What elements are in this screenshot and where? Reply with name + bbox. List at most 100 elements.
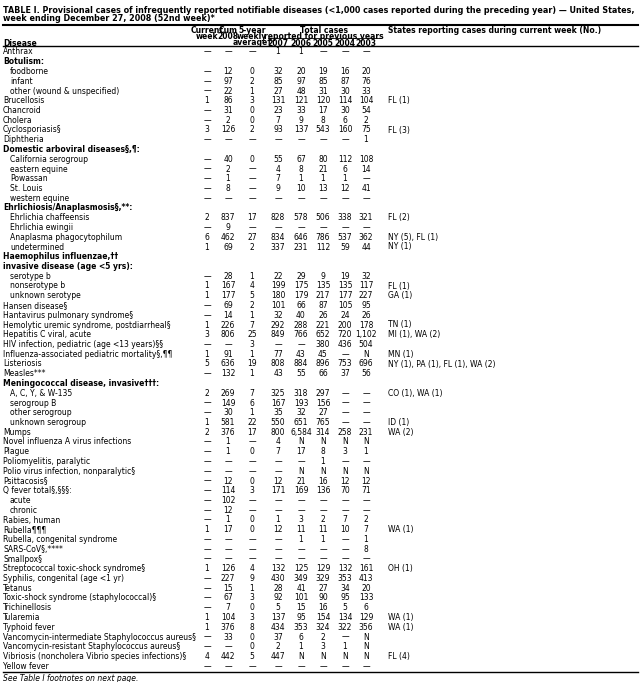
Text: 5: 5 — [249, 652, 254, 661]
Text: N: N — [363, 652, 369, 661]
Text: —: — — [248, 466, 256, 476]
Text: Botulism:: Botulism: — [3, 57, 44, 66]
Text: 1: 1 — [343, 642, 347, 651]
Text: 2008: 2008 — [217, 32, 238, 41]
Text: 12: 12 — [340, 184, 350, 193]
Text: 19: 19 — [340, 271, 350, 281]
Text: 6: 6 — [342, 164, 347, 173]
Text: 2: 2 — [226, 164, 230, 173]
Text: —: — — [224, 135, 232, 145]
Text: 76: 76 — [361, 77, 371, 86]
Text: other serogroup: other serogroup — [10, 409, 72, 417]
Text: —: — — [274, 554, 282, 563]
Text: 297: 297 — [316, 389, 330, 398]
Text: chronic: chronic — [10, 506, 38, 515]
Text: —: — — [203, 506, 211, 515]
Text: 828: 828 — [271, 213, 285, 222]
Text: 199: 199 — [271, 282, 285, 291]
Text: N: N — [342, 437, 348, 447]
Text: 71: 71 — [361, 486, 370, 495]
Text: 837: 837 — [221, 213, 235, 222]
Text: —: — — [341, 48, 349, 57]
Text: acute: acute — [10, 496, 31, 505]
Text: —: — — [248, 554, 256, 563]
Text: WA (1): WA (1) — [388, 525, 413, 534]
Text: 1: 1 — [226, 447, 230, 456]
Text: 34: 34 — [340, 584, 350, 593]
Text: —: — — [248, 506, 256, 515]
Text: —: — — [224, 545, 232, 554]
Text: 33: 33 — [223, 632, 233, 642]
Text: 43: 43 — [273, 369, 283, 379]
Text: —: — — [203, 194, 211, 203]
Text: —: — — [297, 506, 305, 515]
Text: 3: 3 — [342, 447, 347, 456]
Text: Toxic-shock syndrome (staphylococcal)§: Toxic-shock syndrome (staphylococcal)§ — [3, 593, 156, 602]
Text: —: — — [362, 194, 370, 203]
Text: 40: 40 — [296, 311, 306, 320]
Text: 646: 646 — [294, 233, 308, 241]
Text: 349: 349 — [294, 574, 308, 583]
Text: 1: 1 — [249, 271, 254, 281]
Text: —: — — [203, 447, 211, 456]
Text: Anaplasma phagocytophilum: Anaplasma phagocytophilum — [10, 233, 122, 241]
Text: Ehrlichiosis/Anaplasmosis§,**:: Ehrlichiosis/Anaplasmosis§,**: — [3, 203, 133, 213]
Text: —: — — [274, 466, 282, 476]
Text: FL (1): FL (1) — [388, 96, 410, 105]
Text: Rubella¶¶¶: Rubella¶¶¶ — [3, 525, 46, 534]
Text: Trichinellosis: Trichinellosis — [3, 604, 52, 612]
Text: 4: 4 — [204, 652, 210, 661]
Text: 41: 41 — [361, 184, 370, 193]
Text: Hemolytic uremic syndrome, postdiarrheal§: Hemolytic uremic syndrome, postdiarrheal… — [3, 321, 171, 329]
Text: 2: 2 — [204, 389, 210, 398]
Text: 112: 112 — [316, 243, 330, 252]
Text: N: N — [363, 632, 369, 642]
Text: 0: 0 — [249, 632, 254, 642]
Text: —: — — [362, 506, 370, 515]
Text: 6: 6 — [204, 233, 210, 241]
Text: N: N — [342, 466, 348, 476]
Text: weekly: weekly — [237, 32, 267, 41]
Text: Q fever total§,§§§:: Q fever total§,§§§: — [3, 486, 72, 495]
Text: Ehrlichia chaffeensis: Ehrlichia chaffeensis — [10, 213, 89, 222]
Text: 1: 1 — [363, 447, 369, 456]
Text: week: week — [196, 32, 219, 41]
Text: 1: 1 — [204, 564, 210, 574]
Text: FL (4): FL (4) — [388, 652, 410, 661]
Text: TN (1): TN (1) — [388, 321, 412, 329]
Text: 0: 0 — [249, 525, 254, 534]
Text: —: — — [224, 662, 232, 671]
Text: 2003: 2003 — [356, 39, 376, 48]
Text: —: — — [297, 457, 305, 466]
Text: 6: 6 — [342, 116, 347, 125]
Text: 6: 6 — [363, 604, 369, 612]
Text: 129: 129 — [359, 613, 373, 622]
Text: 506: 506 — [315, 213, 330, 222]
Text: 651: 651 — [294, 418, 308, 427]
Text: 436: 436 — [338, 340, 353, 349]
Text: Mumps: Mumps — [3, 428, 31, 436]
Text: Rubella, congenital syndrome: Rubella, congenital syndrome — [3, 535, 117, 544]
Text: other (wound & unspecified): other (wound & unspecified) — [10, 87, 119, 95]
Text: Yellow fever: Yellow fever — [3, 662, 49, 671]
Text: MI (1), WA (2): MI (1), WA (2) — [388, 330, 440, 339]
Text: Vancomycin-intermediate Staphylococcus aureus§: Vancomycin-intermediate Staphylococcus a… — [3, 632, 196, 642]
Text: 95: 95 — [296, 613, 306, 622]
Text: —: — — [248, 164, 256, 173]
Text: —: — — [203, 155, 211, 164]
Text: 329: 329 — [316, 574, 330, 583]
Text: —: — — [319, 662, 327, 671]
Text: 1: 1 — [343, 174, 347, 183]
Text: —: — — [297, 496, 305, 505]
Text: 5: 5 — [342, 604, 347, 612]
Text: 97: 97 — [296, 77, 306, 86]
Text: 6: 6 — [299, 632, 303, 642]
Text: 7: 7 — [276, 447, 281, 456]
Text: nonserotype b: nonserotype b — [10, 282, 65, 291]
Text: 636: 636 — [221, 359, 235, 368]
Text: 70: 70 — [340, 486, 350, 495]
Text: —: — — [203, 87, 211, 95]
Text: Influenza-associated pediatric mortality§,¶¶: Influenza-associated pediatric mortality… — [3, 350, 172, 359]
Text: California serogroup: California serogroup — [10, 155, 88, 164]
Text: 85: 85 — [273, 77, 283, 86]
